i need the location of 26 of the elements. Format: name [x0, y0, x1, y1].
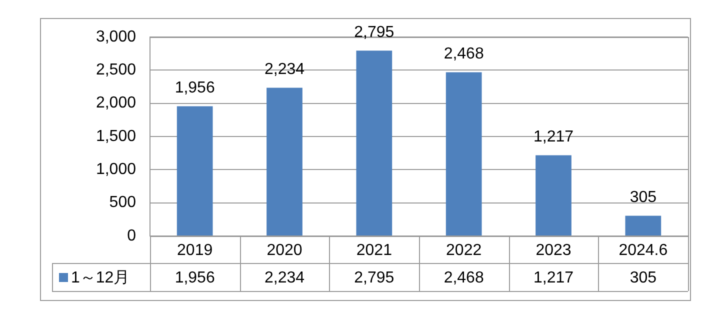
y-tick-label: 2,000	[96, 94, 136, 112]
y-tick-label: 1,000	[96, 161, 136, 178]
y-tick-label: 3,000	[96, 28, 136, 46]
text: 1,217	[533, 128, 574, 146]
x-tick-label: 2020	[266, 242, 302, 259]
text: 1,956	[174, 80, 215, 97]
data-label: 1,217	[533, 269, 574, 286]
x-tick-label: 2021	[356, 242, 392, 259]
text: 2,468	[444, 46, 484, 63]
text: 305	[630, 189, 657, 206]
y-tick-label: 2,500	[96, 62, 136, 79]
data-label: 2,795	[354, 269, 394, 286]
x-tick-label: 2023	[536, 242, 572, 259]
data-label: 305	[630, 269, 657, 286]
data-label: 1,956	[174, 269, 215, 286]
legend-label: 1～12月	[71, 269, 130, 286]
text: 2,795	[354, 24, 394, 42]
y-tick-label: 1,500	[96, 128, 136, 145]
text: 2,234	[264, 61, 305, 78]
data-label: 2,234	[264, 269, 305, 286]
x-tick-label: 2024.6	[618, 242, 668, 259]
x-tick-label: 2019	[177, 242, 213, 259]
x-tick-label: 2022	[446, 242, 482, 259]
y-tick-label: 0	[127, 227, 136, 244]
y-tick-label: 500	[109, 194, 136, 212]
data-label: 2,468	[444, 269, 484, 286]
